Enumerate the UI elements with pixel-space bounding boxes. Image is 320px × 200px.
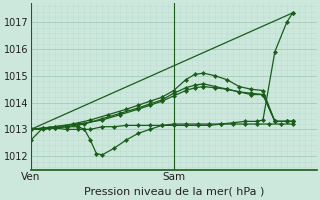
X-axis label: Pression niveau de la mer( hPa ): Pression niveau de la mer( hPa ) (84, 187, 264, 197)
